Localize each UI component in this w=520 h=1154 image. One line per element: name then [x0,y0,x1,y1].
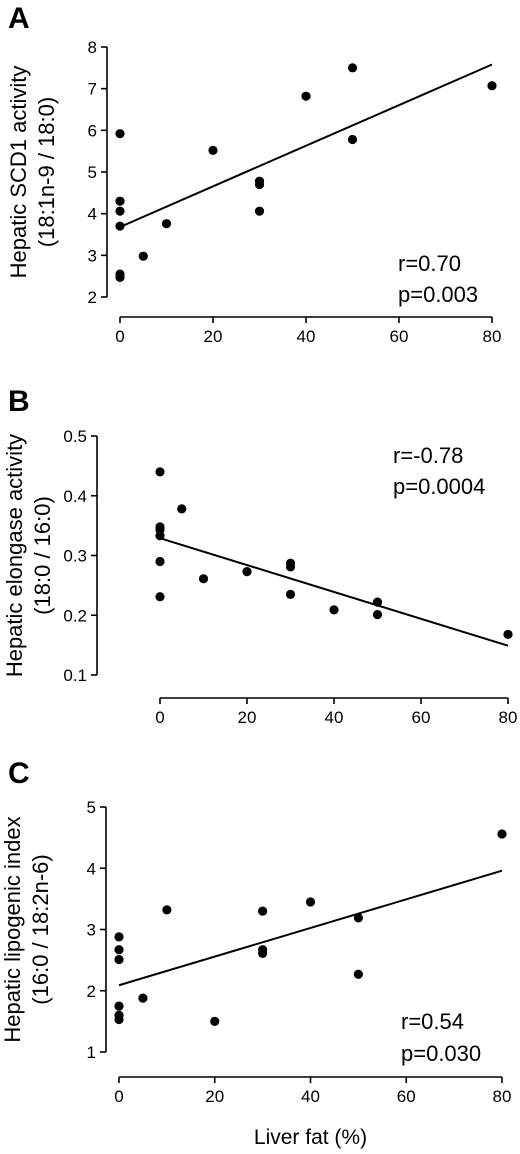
data-point [115,221,125,231]
data-point [114,932,124,942]
y-tick-label: 0.3 [63,547,87,566]
data-point [347,63,358,73]
x-tick-label: 20 [205,1087,224,1106]
y-tick-label: 0.4 [63,487,87,506]
y-axis-label: Hepatic elongase activity [2,434,27,677]
data-point [347,134,358,145]
x-tick-label: 0 [115,327,124,346]
y-tick-label: 3 [87,921,96,940]
x-tick-label: 80 [493,1087,512,1106]
y-tick-label: 6 [88,121,97,140]
y-tick-label: 5 [87,798,96,817]
x-tick-label: 80 [499,708,518,727]
correlation-r-label: r=0.70 [398,251,461,276]
x-axis-label: Liver fat (%) [254,1126,367,1149]
data-point [285,589,296,599]
y-axis-label-unit: (18:0 / 16:0) [30,496,55,615]
data-point [210,1016,220,1026]
y-tick-label: 3 [88,246,97,265]
correlation-r-label: r=0.54 [401,1009,464,1034]
p-value-label: p=0.003 [398,282,478,307]
data-point [177,504,187,514]
x-tick-label: 0 [155,708,164,727]
data-point [138,251,148,261]
data-point [305,897,316,907]
x-tick-label: 0 [114,1087,123,1106]
data-point [497,829,507,839]
data-point [155,531,165,541]
y-axis-label-unit: (18:1n-9 / 18:0) [34,97,59,247]
y-tick-label: 4 [87,859,96,878]
y-tick-label: 0.2 [63,606,87,625]
y-tick-label: 7 [88,80,97,99]
data-point [258,906,268,916]
x-tick-label: 60 [412,708,431,727]
x-tick-label: 40 [297,327,316,346]
data-point [353,913,363,923]
data-point [114,954,124,965]
y-tick-label: 0.1 [63,666,87,685]
data-point [162,905,172,915]
y-tick-label: 8 [88,38,97,57]
y-tick-label: 4 [88,205,97,224]
data-point [487,81,497,91]
chart-panel-b: B 0.1 0.2 0.3 0.4 0.5 0 20 40 60 80 Hepatic elongas… [2,385,517,727]
data-point [115,129,125,139]
regression-line [159,537,509,647]
x-tick-label: 80 [483,327,502,346]
data-point [208,145,218,155]
y-tick-label: 5 [88,163,97,182]
data-point [115,272,125,283]
data-point [503,629,513,639]
data-point [115,206,125,216]
data-point [242,567,252,577]
data-point [161,219,172,229]
data-point [114,945,124,955]
data-point [155,556,165,567]
regression-line [118,869,503,987]
data-point [329,605,339,615]
data-point [138,993,148,1003]
x-tick-label: 60 [390,327,409,346]
y-tick-label: 2 [88,288,97,307]
y-tick-label: 1 [87,1043,96,1062]
panel-letter: C [8,757,30,790]
x-tick-label: 40 [325,708,344,727]
data-point [198,574,209,584]
data-point [155,467,165,477]
x-tick-label: 40 [301,1087,320,1106]
data-point [155,592,165,602]
data-point [258,948,268,958]
data-point [372,610,383,620]
y-axis-label-unit: (16:0 / 18:2n-6) [28,854,53,1004]
data-point [114,1014,124,1025]
p-value-label: p=0.0004 [393,474,485,499]
data-point [353,969,363,979]
data-point [115,196,125,206]
y-tick-label: 2 [87,982,96,1001]
data-point [254,206,265,216]
panel-letter: A [8,2,30,35]
data-point [114,1001,124,1011]
data-point [372,597,383,607]
x-tick-label: 20 [204,327,223,346]
y-axis-label: Hepatic lipogenic index [0,816,25,1042]
x-tick-label: 20 [238,708,257,727]
y-axis-label: Hepatic SCD1 activity [6,66,31,279]
x-tick-label: 60 [397,1087,416,1106]
chart-panel-c: C 1 2 3 4 5 0 20 40 60 80 Hepatic lipogenic index (1… [0,757,511,1149]
correlation-r-label: r=-0.78 [393,443,463,468]
data-point [301,91,311,101]
y-tick-label: 0.5 [63,427,87,446]
data-point [254,179,265,190]
data-point [285,562,296,572]
panel-letter: B [8,385,30,418]
regression-line [119,63,493,228]
p-value-label: p=0.030 [401,1041,481,1066]
